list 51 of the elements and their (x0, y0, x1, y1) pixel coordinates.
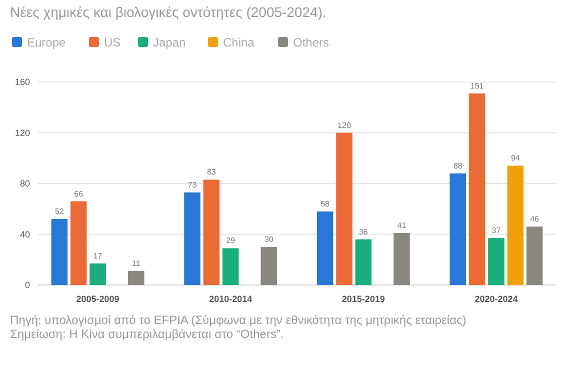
chart-title: Νέες χημικές και βιολογικές οντότητες (2005-2024). (10, 4, 326, 20)
x-tick-label: 2005-2009 (76, 294, 120, 304)
bar (90, 263, 106, 285)
legend-label: Others (293, 36, 330, 50)
data-label: 58 (320, 199, 330, 208)
bar (203, 180, 220, 285)
data-label: 73 (188, 180, 198, 190)
text: Σημείωση: Η Κίνα συμπεριλαμβάνεται στο “Others”. (10, 327, 284, 341)
bar (128, 271, 144, 285)
x-tick-label: 2010-2014 (209, 294, 252, 304)
y-tick-label: 80 (20, 178, 30, 188)
data-label: 66 (74, 189, 84, 198)
bar (450, 173, 466, 285)
bar (526, 226, 543, 285)
bar (468, 93, 486, 285)
data-label: 94 (510, 154, 520, 163)
bar (184, 192, 200, 285)
data-label: 46 (530, 214, 540, 224)
bar (70, 201, 87, 285)
data-label: 41 (397, 220, 407, 230)
legend-label: Europe (27, 36, 66, 50)
bar (507, 166, 524, 285)
bar (222, 248, 239, 285)
bar (394, 232, 410, 285)
data-label: 52 (54, 207, 64, 216)
text: Πηγή: υπολογισμοί από το EFPIA (Σύμφωνα με την εθνικότητα της μητρικής εταιρείας) (10, 313, 466, 327)
data-label: 17 (93, 251, 103, 260)
y-tick-label: 120 (14, 128, 30, 138)
y-tick-label: 40 (20, 229, 30, 240)
legend-label: US (104, 36, 121, 50)
data-label: 30 (264, 234, 274, 244)
y-tick-label: 160 (14, 77, 30, 87)
x-tick-label: 2020-2024 (474, 294, 518, 304)
data-label: 11 (132, 259, 141, 268)
bar (488, 238, 504, 285)
bar (316, 211, 334, 285)
data-label: 120 (338, 120, 352, 130)
data-label: 36 (358, 227, 368, 236)
x-tick-label: 2015-2019 (342, 294, 385, 304)
data-label: 83 (206, 168, 216, 177)
y-tick-label: 0 (24, 280, 30, 290)
legend-label: China (223, 36, 255, 50)
bar (51, 219, 68, 285)
legend-label: Japan (153, 36, 186, 50)
data-label: 37 (492, 226, 502, 236)
bar (355, 239, 372, 285)
data-label: 151 (470, 81, 484, 90)
data-label: 88 (453, 161, 463, 170)
data-label: 29 (226, 236, 236, 246)
bar (260, 246, 278, 285)
bar (336, 132, 352, 285)
